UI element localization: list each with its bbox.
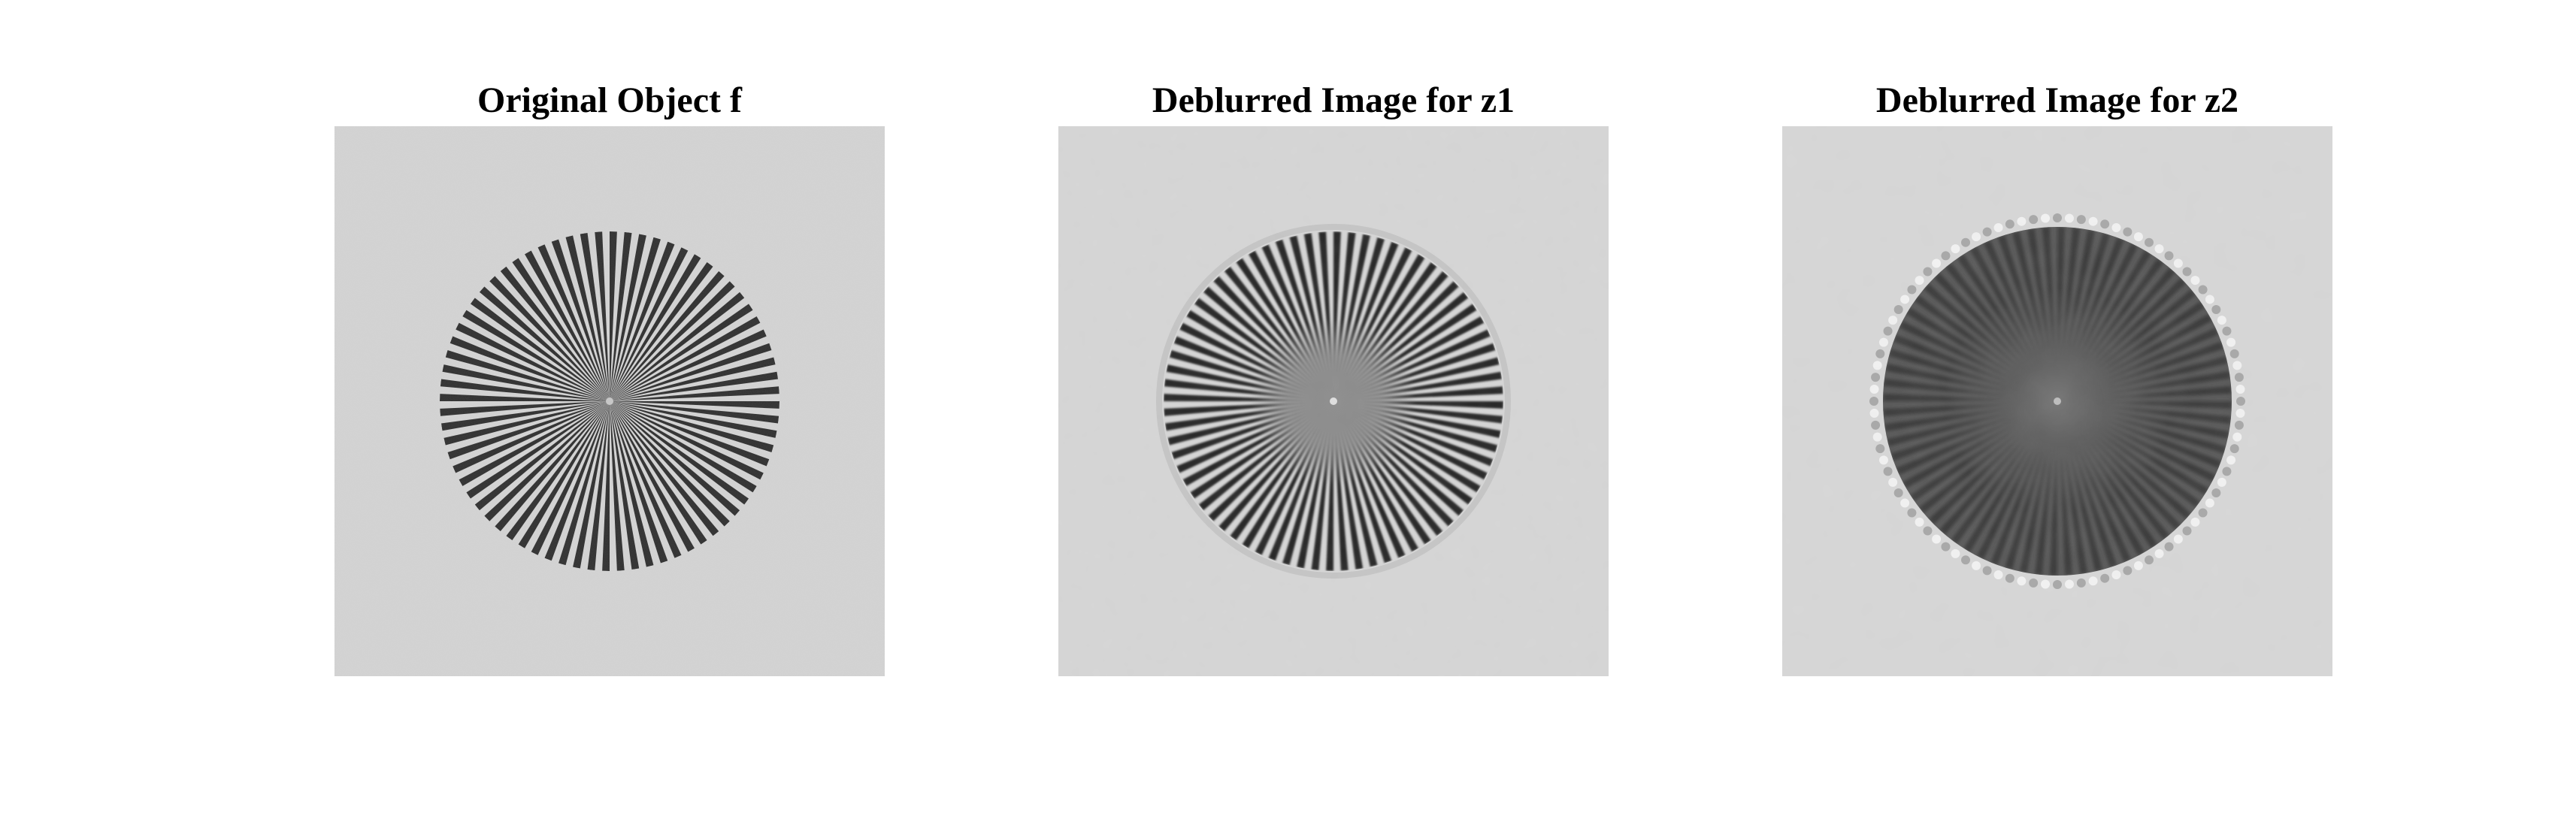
siemens-star-image bbox=[1782, 126, 2332, 676]
siemens-star-image bbox=[334, 126, 885, 676]
panel-deblurred-z1: Deblurred Image for z1 bbox=[1058, 75, 1609, 676]
panel-title: Deblurred Image for z1 bbox=[1152, 80, 1515, 120]
panel-title: Original Object f bbox=[477, 80, 742, 120]
panel-original-object: Original Object f bbox=[334, 75, 885, 676]
panel-title: Deblurred Image for z2 bbox=[1875, 80, 2239, 120]
siemens-star-image bbox=[1058, 126, 1609, 676]
panel-deblurred-z2: Deblurred Image for z2 bbox=[1782, 75, 2332, 676]
